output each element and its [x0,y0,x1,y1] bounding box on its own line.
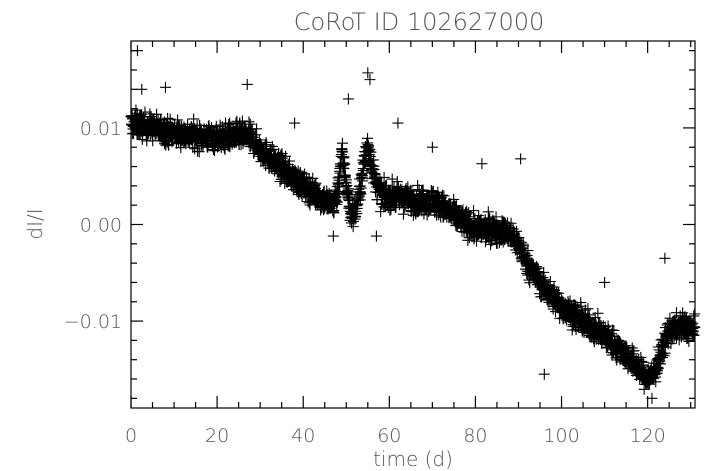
data-point [147,135,159,147]
data-points [125,45,701,404]
data-point [292,165,304,177]
x-tick-label: 60 [377,425,401,447]
data-point [451,200,463,212]
data-point [362,67,374,79]
data-point [518,240,530,252]
data-point [538,266,550,278]
data-point [608,324,620,336]
data-point [655,358,667,370]
data-point [614,336,626,348]
data-point [266,140,278,152]
data-point [638,383,650,395]
data-point [339,158,351,170]
y-axis: 0.01 0.00 −0.01 [64,50,695,399]
data-point [380,180,392,192]
data-point [511,225,523,237]
data-point [468,205,480,217]
data-point [310,177,322,189]
data-point [567,319,579,331]
data-point [328,207,340,219]
x-tick-label: 0 [125,425,137,447]
data-point [483,233,495,245]
data-point [537,272,549,284]
data-point [462,234,474,246]
data-point [159,81,171,93]
data-point [620,340,632,352]
data-point [251,123,263,135]
chart-title: CoRoT ID 102627000 [294,8,545,36]
x-tick-label: 120 [630,425,666,447]
data-point [386,173,398,185]
data-point [583,309,595,321]
data-point [327,230,339,242]
data-point [515,153,527,165]
data-point [193,146,205,158]
data-point [416,185,428,197]
data-point [683,335,695,347]
data-point [505,217,517,229]
data-point [241,78,253,90]
data-point [355,182,367,194]
data-point [391,176,403,188]
data-point [659,252,671,264]
data-point [658,350,670,362]
data-point [243,116,255,128]
data-point [476,158,488,170]
data-point [538,368,550,380]
data-point [234,117,246,129]
data-point [490,211,502,223]
x-axis-label: time (d) [373,447,453,471]
data-point [364,143,376,155]
data-point [238,121,250,133]
x-tick-label: 40 [291,425,315,447]
data-point [392,117,404,129]
data-point [342,93,354,105]
data-point [650,376,662,388]
data-point [369,168,381,180]
y-tick-label: 0.00 [80,215,122,237]
y-tick-label: 0.01 [80,118,122,140]
data-point [284,155,296,167]
data-point [646,392,658,404]
data-point [544,276,556,288]
x-tick-label: 100 [543,425,579,447]
data-point [189,143,201,155]
data-point [449,202,461,214]
data-point [136,83,148,95]
data-point [397,208,409,220]
data-point [412,179,424,191]
data-point [599,276,611,288]
data-point [364,74,376,86]
data-point [331,198,343,210]
data-point [188,113,200,125]
data-point [275,149,287,161]
data-point [438,190,450,202]
x-axis: 0 20 40 60 80 100 120 [125,41,692,447]
data-point [378,171,390,183]
data-point [331,196,343,208]
x-tick-label: 80 [463,425,487,447]
data-point [338,171,350,183]
data-point [592,307,604,319]
y-tick-label: −0.01 [64,311,122,333]
data-point [464,211,476,223]
data-point [370,230,382,242]
x-tick-label: 20 [205,425,229,447]
data-point [139,106,151,118]
data-point [336,137,348,149]
data-point [357,167,369,179]
data-point [448,193,460,205]
data-point [522,245,534,257]
data-point [582,303,594,315]
data-point [289,117,301,129]
y-axis-label: dI/I [23,208,47,239]
data-point [688,310,700,322]
data-point [426,141,438,153]
